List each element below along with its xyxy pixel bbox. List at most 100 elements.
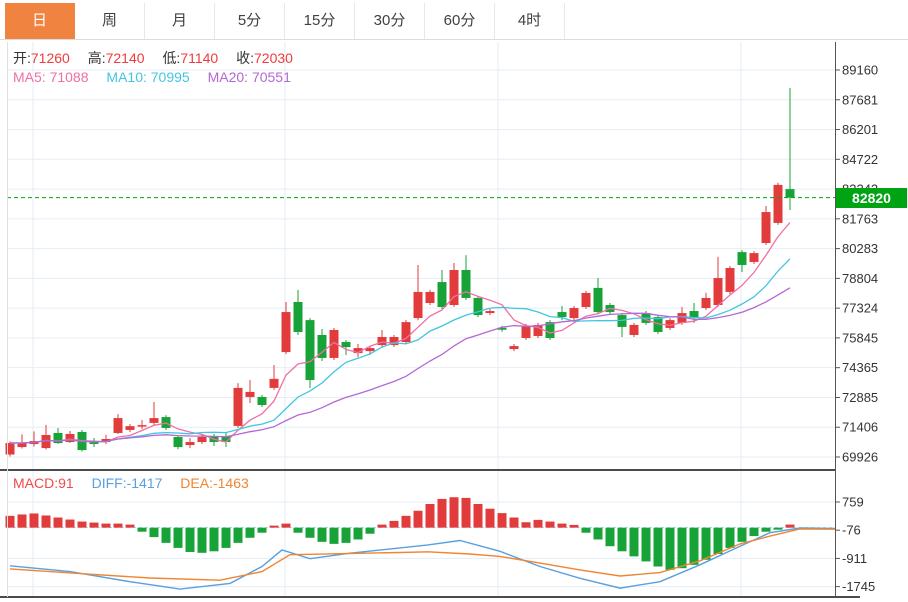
macd-axis-label: -911 [842, 551, 867, 566]
candle [593, 287, 603, 313]
ma5-value: 71088 [49, 69, 89, 85]
macd-bar [17, 514, 27, 528]
candle [257, 396, 267, 406]
candle [773, 184, 783, 223]
tab-日[interactable]: 日 [5, 3, 75, 39]
candle [65, 433, 75, 443]
tab-15分[interactable]: 15分 [285, 3, 355, 39]
macd-bar [197, 527, 207, 553]
macd-bar [305, 527, 315, 538]
macd-lines [9, 527, 836, 590]
high-label: 高: [87, 50, 106, 66]
candle [317, 334, 327, 358]
macd-bar [557, 523, 567, 528]
macd-bar [629, 527, 639, 557]
tab-周[interactable]: 周 [75, 3, 145, 39]
price-axis-label: 72885 [842, 390, 878, 405]
price-axis-label: 89160 [842, 63, 878, 78]
macd-bar [125, 524, 135, 528]
macd-bar [689, 527, 699, 565]
macd-bar [593, 527, 603, 540]
macd-bar [737, 527, 747, 542]
candle [629, 324, 639, 335]
price-axis-label: 86201 [842, 122, 878, 137]
macd-axis-label: -1745 [842, 579, 875, 594]
candle [569, 308, 579, 319]
tab-月[interactable]: 月 [145, 3, 215, 39]
macd-bar [341, 527, 351, 543]
macd-label: MACD: [13, 475, 59, 491]
candle [749, 253, 759, 262]
ma5-line [10, 222, 791, 444]
macd-bar [233, 527, 243, 543]
ma10-value: 70995 [150, 69, 190, 85]
price-axis-label: 69926 [842, 450, 878, 465]
candle [353, 348, 363, 354]
candle [473, 297, 483, 316]
macd-bar [773, 527, 783, 530]
diff-value: -1417 [126, 475, 163, 491]
macd-bar [365, 527, 375, 534]
macd-bar [5, 515, 15, 528]
candle [689, 311, 699, 319]
macd-bar [185, 527, 195, 552]
candle [557, 312, 567, 318]
price-axis-label: 81763 [842, 211, 878, 226]
axis: 8916087681862018472283242817638028378804… [0, 42, 878, 598]
candle [281, 312, 291, 353]
candle [365, 348, 375, 352]
open-label: 开: [13, 50, 31, 66]
tab-4时[interactable]: 4时 [495, 3, 565, 39]
low-value: 71140 [180, 50, 219, 66]
macd-histogram [5, 497, 795, 570]
macd-bar [281, 523, 291, 528]
price-axis-label: 87681 [842, 92, 878, 107]
diff-label: DIFF: [91, 475, 127, 491]
low-label: 低: [162, 50, 181, 66]
high-value: 72140 [105, 50, 145, 66]
macd-bar [485, 508, 495, 528]
candle [701, 297, 711, 309]
candle [305, 320, 315, 381]
candle [269, 378, 279, 388]
candle [581, 292, 591, 308]
price-axis-label: 80283 [842, 241, 878, 256]
candle [101, 439, 111, 443]
macd-bar [425, 503, 435, 528]
macd-bar [701, 527, 711, 560]
candle [125, 426, 135, 430]
candle [761, 212, 771, 244]
macd-bar [437, 498, 447, 528]
tab-5分[interactable]: 5分 [215, 3, 285, 39]
diff-line [9, 527, 836, 590]
candle [401, 322, 411, 343]
macd-bar [461, 497, 471, 528]
candle [233, 387, 243, 426]
candle [785, 189, 795, 198]
candle [245, 391, 255, 397]
ma20-label: MA20: [207, 69, 249, 85]
macd-axis-label: 759 [842, 495, 864, 510]
candle [41, 434, 51, 449]
candle [737, 252, 747, 265]
timeframe-tabbar: 日周月 5分 15分 30分 60分 4时 [0, 0, 908, 40]
ma5-label: MA5: [13, 69, 46, 85]
dea-value: -1463 [212, 475, 249, 491]
macd-bar [725, 527, 735, 548]
macd-bar [449, 497, 459, 528]
macd-bar [77, 521, 87, 528]
tab-60分[interactable]: 60分 [425, 3, 495, 39]
candle [521, 325, 531, 339]
ma20-line [10, 287, 791, 444]
tab-30分[interactable]: 30分 [355, 3, 425, 39]
candle [653, 317, 663, 332]
macd-bar [665, 527, 675, 570]
candle [725, 267, 735, 292]
price-axis-label: 75845 [842, 330, 878, 345]
macd-bar [329, 527, 339, 544]
price-axis-label: 84722 [842, 152, 878, 167]
macd-bar [509, 517, 519, 528]
candle [509, 346, 519, 350]
ma-lines [10, 222, 791, 444]
